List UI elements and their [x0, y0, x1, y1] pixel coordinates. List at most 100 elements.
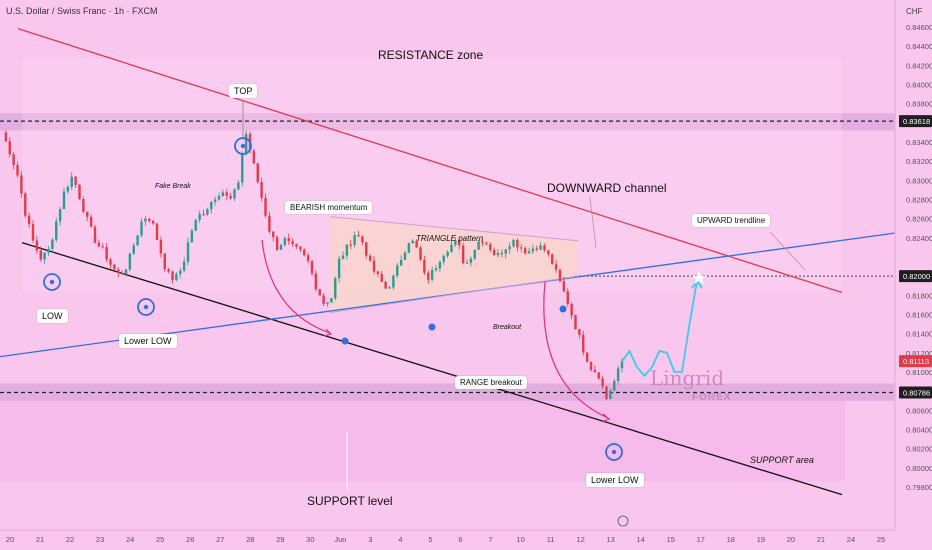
- candle-body: [217, 196, 221, 200]
- candle-body: [454, 240, 457, 245]
- bearish-momentum-arrowhead: [323, 328, 333, 337]
- candle-body: [322, 295, 325, 304]
- range-breakout-arrowhead: [601, 413, 611, 423]
- candle-body: [159, 239, 163, 254]
- price-tick-label: 0.80600: [906, 406, 932, 415]
- candle-body: [225, 192, 228, 196]
- candle-body: [43, 252, 46, 260]
- candle-body: [442, 255, 445, 262]
- candle-body: [403, 252, 407, 260]
- time-tick-label: 25: [156, 535, 164, 544]
- price-tick-label: 0.84600: [906, 23, 932, 32]
- candle-body: [124, 269, 128, 275]
- candle-body: [151, 220, 155, 224]
- candle-body: [330, 298, 333, 303]
- candle-body: [365, 242, 368, 256]
- downward-channel-label: DOWNWARD channel: [547, 181, 667, 195]
- resistance-zone: [0, 113, 895, 131]
- currency-label: CHF: [906, 7, 923, 16]
- candle-body: [229, 195, 232, 199]
- candle-body: [601, 378, 604, 387]
- candle-body: [213, 199, 217, 202]
- candle-body: [47, 248, 50, 253]
- candle-body: [182, 261, 186, 271]
- candle-body: [345, 244, 349, 256]
- candle-body: [469, 258, 473, 263]
- time-tick-label: 29: [276, 535, 284, 544]
- candle-body: [82, 198, 85, 212]
- candle-body: [233, 189, 236, 199]
- candle-body: [392, 275, 395, 288]
- candle-body: [210, 201, 213, 210]
- watermark-main: Lingrid: [650, 366, 725, 390]
- candle-body: [578, 329, 581, 335]
- candle-body: [388, 287, 391, 289]
- candle-body: [140, 221, 143, 236]
- price-label-box: [899, 386, 932, 399]
- candle-body: [51, 239, 54, 249]
- candle-body: [221, 192, 225, 197]
- support-zone: [0, 383, 895, 401]
- flash-icon: [617, 515, 629, 527]
- candle-body: [376, 271, 380, 275]
- candle-body: [190, 230, 194, 243]
- candle-body: [120, 273, 124, 275]
- chart-symbol-header: U.S. Dollar / Swiss Franc · 1h · FXCM: [6, 6, 158, 16]
- candle-body: [547, 250, 550, 255]
- time-tick-label: 13: [607, 535, 615, 544]
- time-tick-label: 12: [576, 535, 584, 544]
- candle-body: [62, 191, 66, 210]
- time-tick-label: 14: [637, 535, 645, 544]
- price-label-box: [899, 355, 932, 368]
- candle-body: [70, 176, 73, 187]
- candle-body: [334, 278, 337, 299]
- downward-channel-upper-line: [17, 28, 843, 294]
- price-tick-label: 0.80400: [906, 426, 932, 435]
- candle-body: [93, 226, 97, 243]
- triangle-fill: [330, 216, 578, 313]
- candle-body: [337, 258, 341, 279]
- price-tick-label: 0.80000: [906, 464, 932, 473]
- triangle-upper-line: [329, 216, 579, 242]
- price-label-text: 0.83618: [903, 117, 930, 126]
- price-tick-label: 0.83000: [906, 176, 932, 185]
- time-tick-label: 4: [398, 535, 402, 544]
- candle-body: [620, 361, 624, 369]
- candle-body: [66, 186, 70, 192]
- time-tick-label: 15: [667, 535, 675, 544]
- top-pivot-circle: [234, 137, 252, 155]
- candle-body: [299, 246, 302, 250]
- candle-body: [368, 255, 372, 261]
- candle-body: [593, 369, 597, 373]
- candle-body: [496, 253, 500, 256]
- price-tick-label: 0.82600: [906, 215, 932, 224]
- candle-body: [361, 236, 364, 243]
- candle-body: [179, 270, 182, 275]
- candle-body: [318, 289, 321, 296]
- candle-body: [372, 260, 376, 272]
- price-tick-label: 0.79800: [906, 483, 932, 492]
- low-label: LOW: [37, 309, 68, 323]
- candle-body: [113, 264, 116, 270]
- time-tick-label: 22: [66, 535, 74, 544]
- price-tick-label: 0.81800: [906, 291, 932, 300]
- time-tick-label: 28: [246, 535, 254, 544]
- candle-body: [500, 253, 504, 255]
- price-tick-label: 0.81000: [906, 368, 932, 377]
- triangle-touch-point-2: [428, 323, 436, 331]
- candle-body: [396, 265, 399, 276]
- price-tick-label: 0.82800: [906, 196, 932, 205]
- price-tick-label: 0.84400: [906, 42, 932, 51]
- candle-body: [539, 245, 542, 250]
- upward-trendline-pointer: [769, 231, 806, 271]
- candle-body: [295, 243, 298, 247]
- range-breakout-label: RANGE breakout: [455, 376, 527, 389]
- time-tick-label: 27: [216, 535, 224, 544]
- candle-body: [415, 240, 418, 248]
- candle-body: [97, 242, 101, 247]
- price-label-box: [899, 270, 932, 283]
- candle-body: [275, 237, 279, 250]
- candle-body: [353, 235, 356, 245]
- price-tick-label: 0.82400: [906, 234, 932, 243]
- candle-body: [237, 182, 240, 190]
